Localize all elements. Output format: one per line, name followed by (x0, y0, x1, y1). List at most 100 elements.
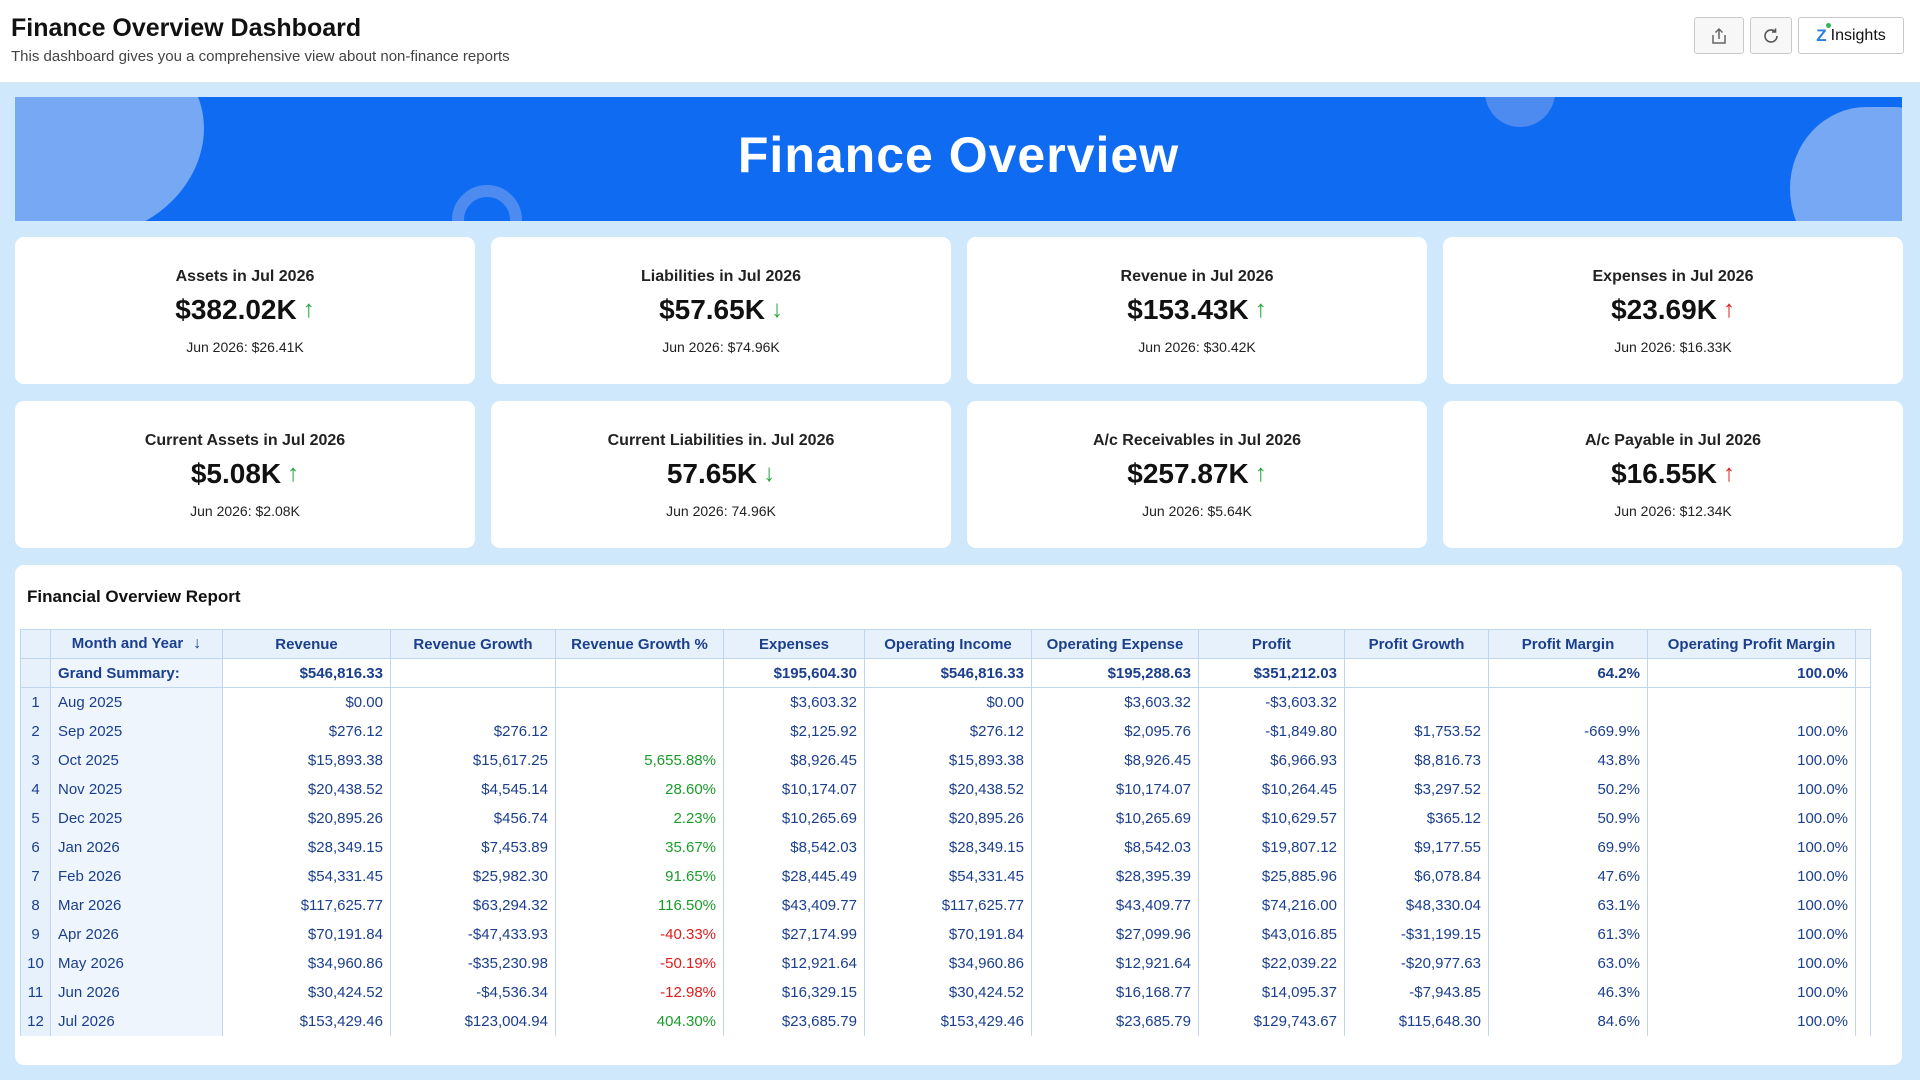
row-number: 2 (20, 716, 51, 746)
column-header[interactable]: Revenue Growth (390, 629, 556, 659)
month-cell: Oct 2025 (50, 745, 223, 775)
table-row[interactable]: 9 Apr 2026 $70,191.84 -$47,433.93 -40.33% $27… (20, 919, 1871, 949)
table-row[interactable]: 12 Jul 2026 $153,429.46 $123,004.94 404.30% $… (20, 1006, 1871, 1036)
column-header[interactable]: Operating Profit Margin (1647, 629, 1856, 659)
table-cell (555, 687, 724, 717)
kpi-value: $153.43K (1127, 294, 1249, 325)
row-number: 5 (20, 803, 51, 833)
kpi-value: $257.87K (1127, 458, 1249, 489)
kpi-previous: Jun 2026: 74.96K (666, 503, 776, 519)
kpi-title: Revenue in Jul 2026 (1120, 268, 1274, 285)
table-cell: $54,331.45 (222, 861, 391, 891)
row-number-header (20, 629, 51, 659)
overflow-cell (1855, 658, 1871, 688)
table-row[interactable]: 8 Mar 2026 $117,625.77 $63,294.32 116.50% $43… (20, 890, 1871, 920)
row-number: 3 (20, 745, 51, 775)
report-table: Month and Year ↓ Revenue Revenue Growth R… (20, 629, 1871, 1036)
table-cell: $276.12 (864, 716, 1032, 746)
column-header[interactable]: Profit (1198, 629, 1345, 659)
table-cell: $27,099.96 (1031, 919, 1199, 949)
table-header-row: Month and Year ↓ Revenue Revenue Growth R… (20, 629, 1871, 659)
month-cell: Jan 2026 (50, 832, 223, 862)
table-row[interactable]: 10 May 2026 $34,960.86 -$35,230.98 -50.19% $1… (20, 948, 1871, 978)
table-cell: 100.0% (1647, 977, 1856, 1007)
table-cell: $2,125.92 (723, 716, 865, 746)
table-row[interactable]: 5 Dec 2025 $20,895.26 $456.74 2.23% $10,265.6… (20, 803, 1871, 833)
kpi-card-expenses[interactable]: Expenses in Jul 2026 $23.69K ↑ Jun 2026: … (1443, 237, 1903, 384)
banner: Finance Overview (15, 97, 1902, 221)
kpi-value: $16.55K (1611, 458, 1717, 489)
column-header[interactable]: Operating Expense (1031, 629, 1199, 659)
table-cell: $10,629.57 (1198, 803, 1345, 833)
table-cell: 84.6% (1488, 1006, 1648, 1036)
month-cell: Jun 2026 (50, 977, 223, 1007)
kpi-card-receivables[interactable]: A/c Receivables in Jul 2026 $257.87K ↑ Ju… (967, 401, 1427, 548)
table-cell: $129,743.67 (1198, 1006, 1345, 1036)
table-cell: $28,349.15 (222, 832, 391, 862)
table-row[interactable]: 11 Jun 2026 $30,424.52 -$4,536.34 -12.98% $16… (20, 977, 1871, 1007)
row-number: 6 (20, 832, 51, 862)
kpi-card-assets[interactable]: Assets in Jul 2026 $382.02K ↑ Jun 2026: $… (15, 237, 475, 384)
table-cell: $34,960.86 (864, 948, 1032, 978)
kpi-card-revenue[interactable]: Revenue in Jul 2026 $153.43K ↑ Jun 2026: … (967, 237, 1427, 384)
month-cell: Mar 2026 (50, 890, 223, 920)
table-row[interactable]: 4 Nov 2025 $20,438.52 $4,545.14 28.60% $10,17… (20, 774, 1871, 804)
kpi-title: Liabilities in Jul 2026 (640, 268, 802, 285)
table-row[interactable]: 3 Oct 2025 $15,893.38 $15,617.25 5,655.88% $8… (20, 745, 1871, 775)
sort-descending-icon[interactable]: ↓ (193, 635, 202, 652)
table-cell: $23,685.79 (1031, 1006, 1199, 1036)
summary-cell: $546,816.33 (864, 658, 1032, 688)
table-cell: $8,542.03 (1031, 832, 1199, 862)
row-number: 12 (20, 1006, 51, 1036)
table-row[interactable]: 7 Feb 2026 $54,331.45 $25,982.30 91.65% $28,4… (20, 861, 1871, 891)
refresh-button[interactable] (1750, 17, 1792, 54)
table-cell: $6,966.93 (1198, 745, 1345, 775)
table-cell: 100.0% (1647, 745, 1856, 775)
table-cell: -669.9% (1488, 716, 1648, 746)
column-header[interactable]: Revenue Growth % (555, 629, 724, 659)
table-row[interactable]: 1 Aug 2025 $0.00 $3,603.32 $0.00 $3,603.32 -$3… (20, 687, 1871, 717)
table-cell: $27,174.99 (723, 919, 865, 949)
overflow-cell (1855, 774, 1871, 804)
share-button[interactable] (1694, 17, 1744, 54)
summary-cell: Grand Summary: (50, 658, 223, 688)
kpi-card-payable[interactable]: A/c Payable in Jul 2026 $16.55K ↑ Jun 202… (1443, 401, 1903, 548)
table-cell: $30,424.52 (864, 977, 1032, 1007)
table-cell: $117,625.77 (864, 890, 1032, 920)
column-header[interactable]: Expenses (723, 629, 865, 659)
kpi-card-current-liabilities[interactable]: Current Liabilities in. Jul 2026 57.65K ↓… (491, 401, 951, 548)
table-cell: 404.30% (555, 1006, 724, 1036)
column-header[interactable]: Revenue (222, 629, 391, 659)
table-cell: $2,095.76 (1031, 716, 1199, 746)
table-cell: $30,424.52 (222, 977, 391, 1007)
kpi-card-current-assets[interactable]: Current Assets in Jul 2026 $5.08K ↑ Jun 2… (15, 401, 475, 548)
kpi-value: $5.08K (190, 458, 282, 489)
table-cell: -40.33% (555, 919, 724, 949)
table-cell: $10,264.45 (1198, 774, 1345, 804)
column-header[interactable]: Operating Income (864, 629, 1032, 659)
kpi-card-liabilities[interactable]: Liabilities in Jul 2026 $57.65K ↓ Jun 202… (491, 237, 951, 384)
table-cell: $276.12 (222, 716, 391, 746)
table-cell: $70,191.84 (864, 919, 1032, 949)
column-header[interactable]: Month and Year ↓ (50, 629, 223, 659)
month-cell: Dec 2025 (50, 803, 223, 833)
page-subtitle: This dashboard gives you a comprehensive… (11, 48, 510, 65)
kpi-previous: Jun 2026: $5.64K (1142, 503, 1252, 519)
column-header[interactable]: Profit Growth (1344, 629, 1489, 659)
row-number: 10 (20, 948, 51, 978)
column-header[interactable]: Profit Margin (1488, 629, 1648, 659)
table-cell: $20,895.26 (222, 803, 391, 833)
table-cell: $0.00 (222, 687, 391, 717)
kpi-title: Assets in Jul 2026 (175, 268, 315, 285)
table-cell: $8,542.03 (723, 832, 865, 862)
table-row[interactable]: 6 Jan 2026 $28,349.15 $7,453.89 35.67% $8,542… (20, 832, 1871, 862)
table-cell: $117,625.77 (222, 890, 391, 920)
table-row[interactable]: 2 Sep 2025 $276.12 $276.12 $2,125.92 $276.12 $… (20, 716, 1871, 746)
dashboard-header: Finance Overview Dashboard This dashboar… (0, 0, 1920, 83)
zia-insights-icon: Z (1816, 22, 1831, 46)
insights-button[interactable]: Z Insights (1798, 17, 1904, 54)
month-cell: Feb 2026 (50, 861, 223, 891)
overflow-cell (1855, 948, 1871, 978)
table-cell: $25,982.30 (390, 861, 556, 891)
month-cell: May 2026 (50, 948, 223, 978)
